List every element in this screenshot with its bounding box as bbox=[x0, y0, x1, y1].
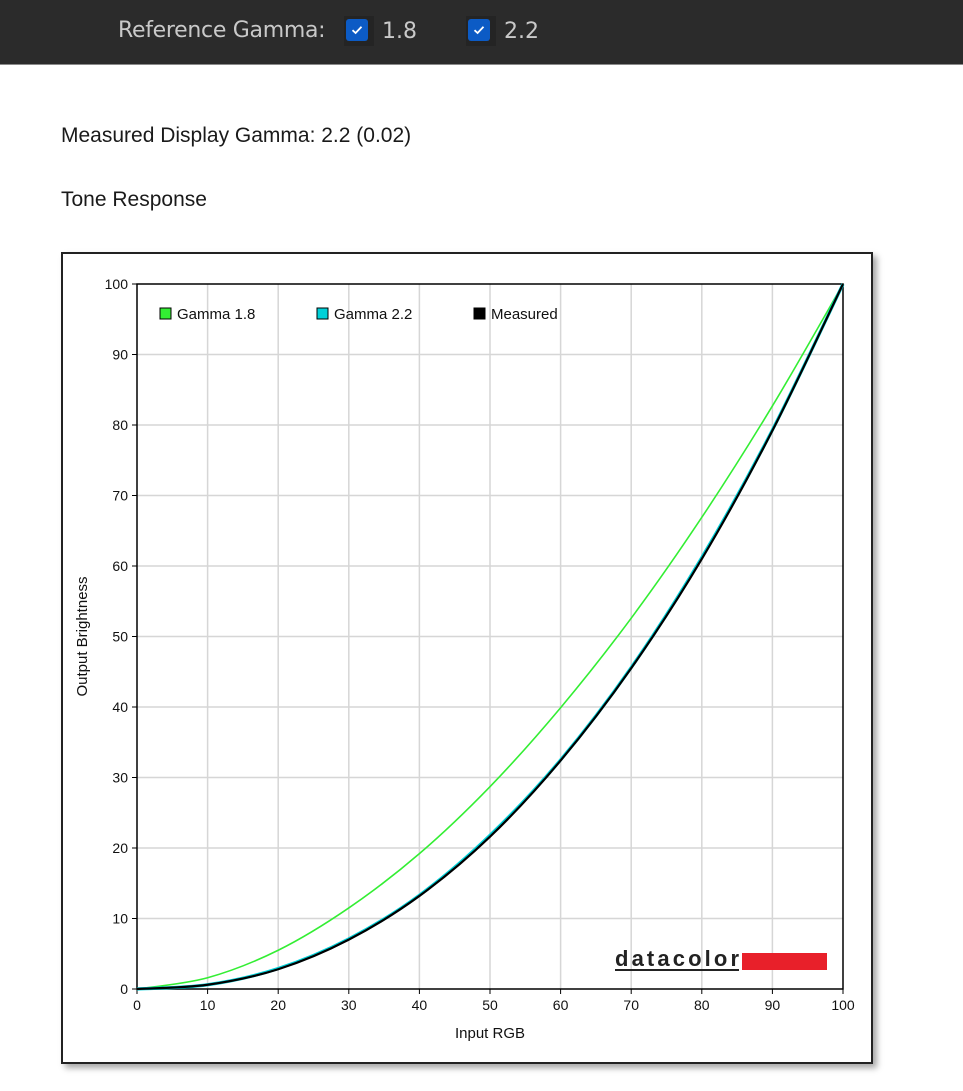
chart-svg: 0 10 20 30 40 50 60 70 80 90 100 0 10 20 30 40 50 60 70 80 9… bbox=[74, 276, 855, 1042]
checkbox-box[interactable] bbox=[344, 16, 374, 46]
y-tick-label: 40 bbox=[112, 699, 128, 715]
x-tick-label: 90 bbox=[765, 997, 781, 1013]
gamma-1-8-checkbox[interactable]: 1.8 bbox=[344, 14, 417, 48]
y-tick-label: 90 bbox=[112, 347, 128, 363]
x-tick-label: 40 bbox=[412, 997, 428, 1013]
x-axis-title: Input RGB bbox=[455, 1025, 525, 1042]
legend-label-measured: Measured bbox=[491, 306, 558, 323]
tone-response-chart: 0 10 20 30 40 50 60 70 80 90 100 0 10 20 30 40 50 60 70 80 9… bbox=[61, 252, 873, 1064]
logo-red-bar bbox=[742, 953, 827, 970]
y-tick-label: 60 bbox=[112, 558, 128, 574]
x-tick-label: 80 bbox=[694, 997, 710, 1013]
checkmark-icon bbox=[346, 19, 368, 41]
y-tick-label: 80 bbox=[112, 417, 128, 433]
y-tick-label: 0 bbox=[120, 981, 128, 997]
gamma-2-2-label: 2.2 bbox=[504, 18, 539, 44]
top-toolbar: Reference Gamma: 1.8 2.2 bbox=[0, 0, 963, 65]
series-line-gamma-1-8 bbox=[136, 283, 844, 990]
legend-label-gamma-1-8: Gamma 1.8 bbox=[177, 306, 255, 323]
y-tick-label: 10 bbox=[112, 911, 128, 927]
x-tick-label: 0 bbox=[133, 997, 141, 1013]
y-tick-label: 20 bbox=[112, 840, 128, 856]
gamma-2-2-checkbox[interactable]: 2.2 bbox=[466, 14, 539, 48]
legend-swatch-measured bbox=[473, 307, 486, 320]
measured-gamma-text: Measured Display Gamma: 2.2 (0.02) bbox=[61, 124, 412, 147]
y-axis-title: Output Brightness bbox=[74, 576, 91, 696]
y-tick-label: 70 bbox=[112, 488, 128, 504]
x-tick-label: 10 bbox=[200, 997, 216, 1013]
gamma-1-8-label: 1.8 bbox=[382, 18, 417, 44]
x-tick-label: 100 bbox=[831, 997, 855, 1013]
x-tick-label: 70 bbox=[623, 997, 639, 1013]
legend-swatch-gamma-1-8 bbox=[159, 307, 172, 320]
reference-gamma-label: Reference Gamma: bbox=[118, 18, 326, 43]
y-tick-label: 100 bbox=[105, 276, 129, 292]
checkmark-icon bbox=[468, 19, 490, 41]
series-line-measured bbox=[136, 283, 844, 991]
x-tick-label: 60 bbox=[553, 997, 569, 1013]
x-tick-label: 20 bbox=[270, 997, 286, 1013]
y-tick-label: 50 bbox=[112, 629, 128, 645]
section-title: Tone Response bbox=[61, 188, 207, 211]
legend-swatch-gamma-2-2 bbox=[316, 307, 329, 320]
x-tick-label: 50 bbox=[482, 997, 498, 1013]
datacolor-logo: datacolor bbox=[615, 946, 739, 971]
legend-label-gamma-2-2: Gamma 2.2 bbox=[334, 306, 412, 323]
x-tick-label: 30 bbox=[341, 997, 357, 1013]
checkbox-box[interactable] bbox=[466, 16, 496, 46]
y-tick-label: 30 bbox=[112, 770, 128, 786]
